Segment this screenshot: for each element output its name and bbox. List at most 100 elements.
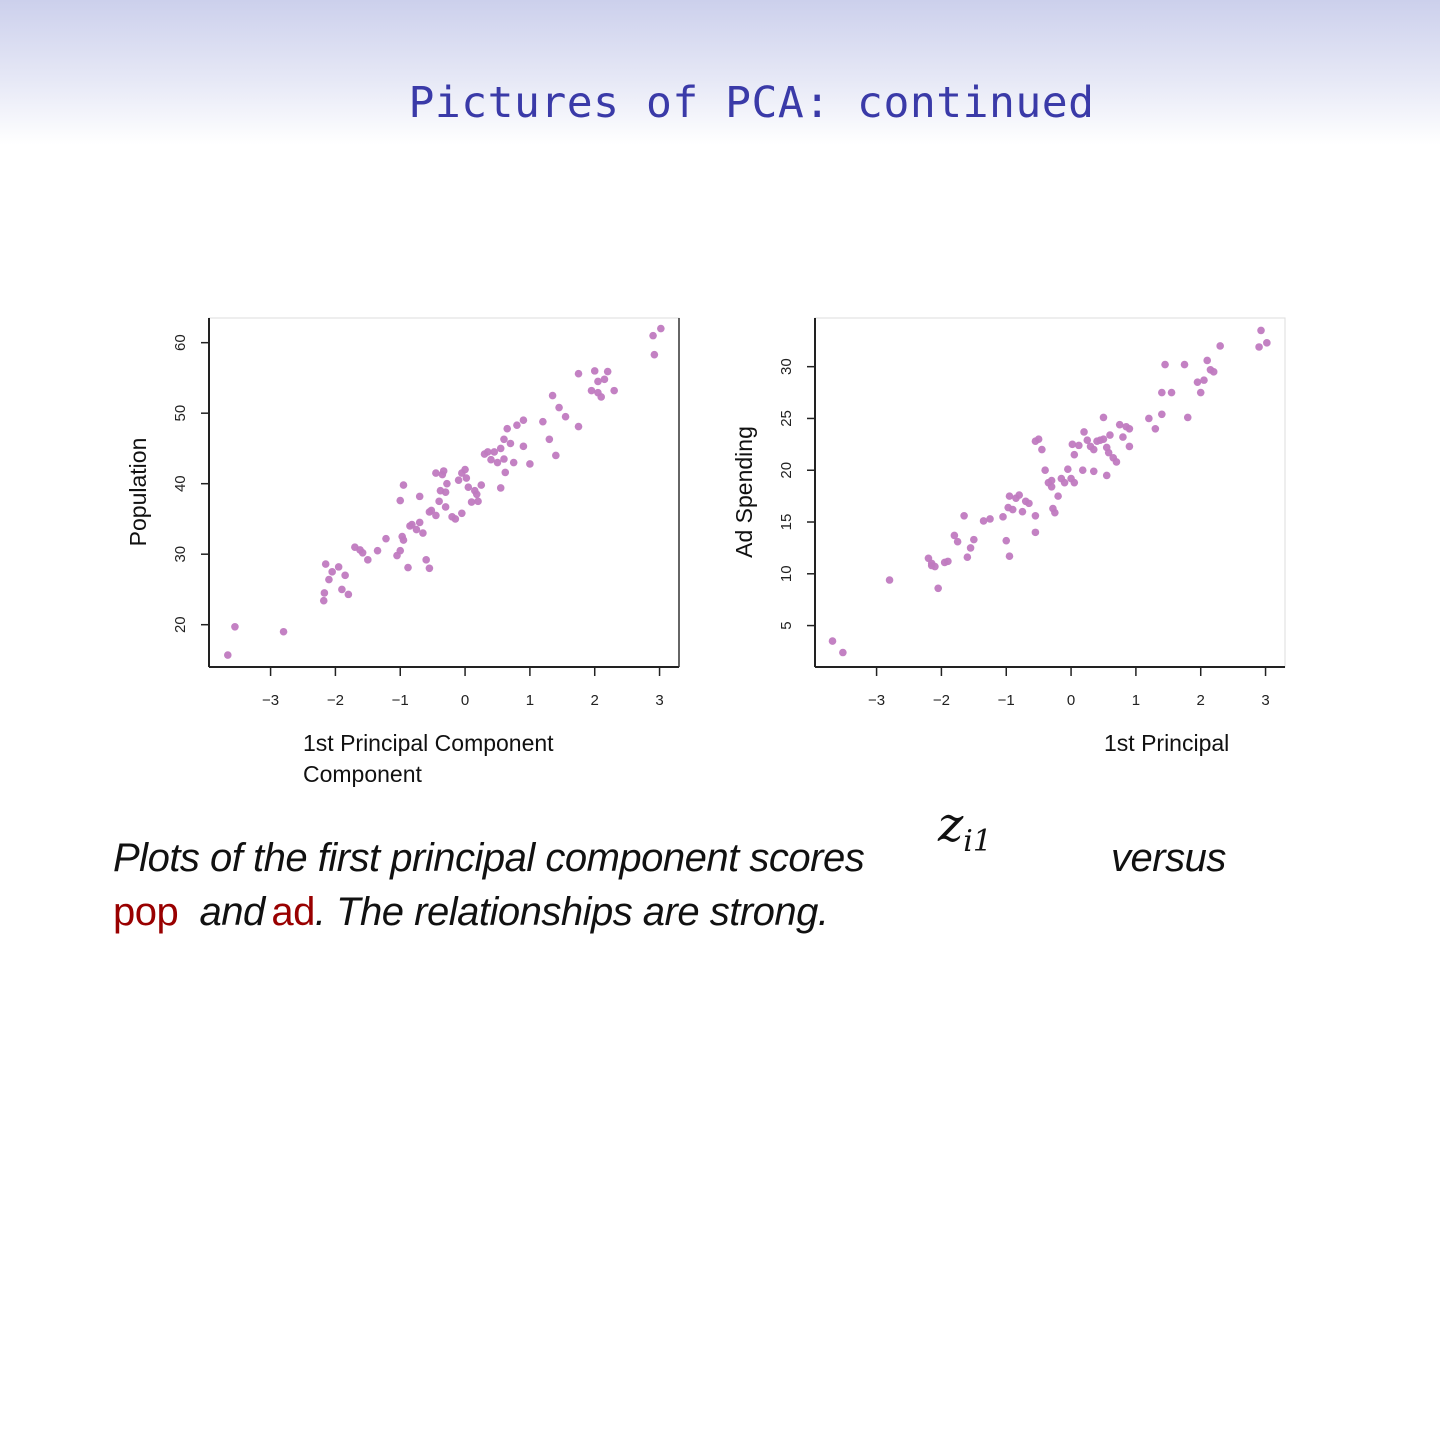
right-data-point	[1263, 339, 1271, 347]
right-data-point	[966, 544, 975, 552]
right-data-point	[1089, 467, 1098, 476]
left-plot-frame	[208, 317, 680, 668]
right-data-point	[1125, 442, 1134, 451]
left-data-point	[422, 556, 430, 564]
left-x-tick-label: −1	[392, 692, 409, 709]
left-data-point	[500, 435, 508, 444]
right-data-point	[1064, 465, 1072, 473]
right-data-point	[970, 535, 978, 544]
left-data-point	[224, 651, 232, 659]
left-x-tick-label: 3	[655, 692, 663, 709]
left-data-point	[519, 442, 528, 451]
right-data-point	[1180, 360, 1189, 369]
left-y-tick-label: 50	[172, 405, 189, 422]
left-data-point	[427, 506, 436, 515]
left-data-point	[574, 422, 583, 431]
left-data-point	[461, 465, 469, 474]
left-data-point	[325, 575, 333, 584]
left-data-point	[483, 448, 492, 456]
caption-var-pop: pop	[113, 890, 179, 934]
right-data-point	[927, 561, 936, 570]
right-data-point	[1089, 445, 1098, 454]
left-x-axis: −3 −2 −1 0 1 2 3	[262, 667, 664, 709]
right-data-point	[1060, 478, 1069, 487]
left-data-point	[441, 488, 450, 496]
right-data-point	[950, 531, 959, 540]
left-x-tick-label: 1	[526, 692, 534, 709]
right-data-point	[1167, 388, 1176, 397]
right-x-tick-label: −1	[998, 692, 1015, 709]
left-data-point	[649, 331, 657, 340]
left-data-point	[396, 546, 405, 555]
left-data-point	[415, 492, 424, 501]
right-data-point	[1018, 507, 1027, 516]
left-data-point	[458, 509, 466, 518]
right-data-point	[1070, 450, 1079, 459]
right-data-point	[1112, 458, 1121, 466]
right-x-axis: −3 −2 −1 0 1 2 3	[868, 667, 1270, 709]
left-data-point	[474, 497, 482, 506]
left-data-point	[412, 525, 421, 534]
left-data-point	[439, 467, 448, 475]
right-data-point	[1196, 388, 1205, 397]
left-data-point	[552, 451, 560, 460]
right-data-point	[1158, 388, 1166, 397]
right-data-point	[944, 557, 952, 566]
left-data-point	[555, 403, 563, 412]
right-data-point	[1200, 376, 1208, 384]
right-data-point	[1015, 491, 1024, 499]
left-data-point	[443, 479, 451, 488]
right-data-point	[1083, 436, 1092, 445]
right-data-point	[1216, 342, 1224, 350]
right-data-point	[999, 513, 1007, 521]
left-x-tick-label: 0	[461, 692, 469, 709]
left-data-point	[341, 571, 349, 580]
left-x-axis-title: 1st Principal Component	[303, 730, 554, 756]
right-data-point	[986, 515, 994, 523]
right-y-tick-label: 25	[778, 410, 795, 427]
right-data-point	[1151, 425, 1160, 433]
left-data-point	[399, 536, 408, 544]
left-data-point	[501, 468, 510, 477]
right-x-tick-label: −3	[868, 692, 885, 709]
left-data-point	[467, 498, 476, 506]
right-data-point	[934, 584, 942, 593]
left-data-point	[432, 469, 440, 477]
left-data-points	[224, 324, 665, 659]
caption-text-1: Plots of the first principal component s…	[113, 836, 865, 880]
left-data-point	[464, 483, 473, 492]
right-data-point	[1115, 420, 1124, 429]
slide-title: Pictures of PCA: continued	[408, 78, 1095, 128]
left-data-point	[509, 458, 518, 467]
right-data-point	[1145, 414, 1153, 423]
right-data-point	[1075, 441, 1083, 450]
left-data-point	[396, 496, 405, 505]
left-data-point	[657, 324, 665, 333]
right-data-point	[1005, 552, 1014, 560]
left-data-point	[496, 484, 505, 492]
left-data-point	[472, 490, 481, 499]
left-data-point	[338, 585, 346, 594]
right-data-points	[828, 326, 1271, 657]
right-data-point	[1078, 466, 1087, 475]
left-data-point	[503, 424, 512, 433]
left-data-point	[334, 563, 343, 571]
right-data-point	[1031, 528, 1040, 537]
header-band	[0, 0, 1440, 145]
right-data-point	[1005, 492, 1014, 500]
right-data-point	[1080, 428, 1088, 436]
right-data-point	[1038, 445, 1046, 454]
right-x-tick-label: −2	[933, 692, 950, 709]
left-data-point	[358, 548, 367, 557]
right-data-point	[1031, 512, 1040, 520]
left-data-point	[490, 448, 499, 456]
right-data-point	[1068, 440, 1077, 449]
left-data-point	[650, 350, 659, 359]
right-x-tick-label: 1	[1132, 692, 1140, 709]
right-data-point	[1106, 431, 1114, 439]
left-data-point	[594, 377, 602, 386]
left-data-point	[513, 421, 521, 429]
caption-text-end: . The relationships are strong.	[314, 890, 829, 934]
right-data-point	[1002, 536, 1011, 545]
right-y-axis-title: Ad Spending	[731, 426, 757, 558]
